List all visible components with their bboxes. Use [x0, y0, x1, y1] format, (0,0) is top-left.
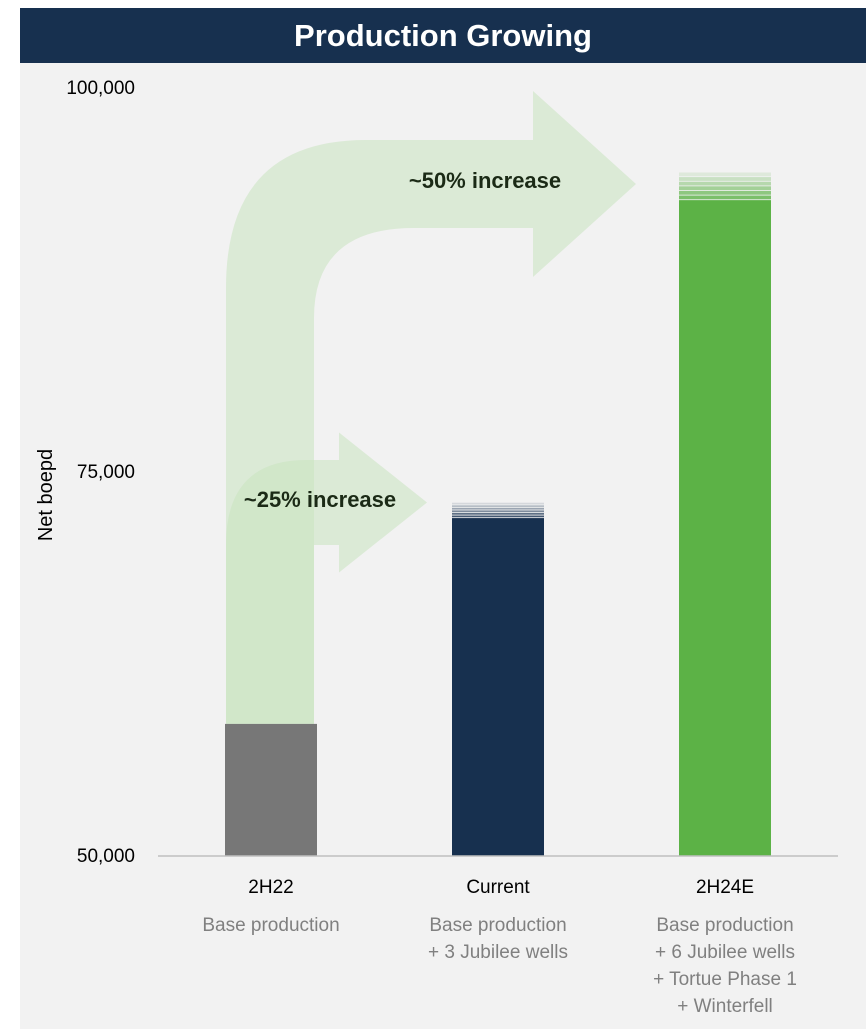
x-sublabel: Base production	[656, 915, 793, 936]
bar-fade-stripe	[452, 512, 544, 515]
bar-fade-stripe	[679, 195, 771, 200]
bar-fade-stripe	[452, 510, 544, 513]
x-sublabel: + 6 Jubilee wells	[655, 942, 795, 963]
bar-2h24e	[679, 200, 771, 857]
bar-fade-stripe	[679, 177, 771, 181]
x-sublabel: Base production	[429, 915, 566, 936]
chart-title: Production Growing	[294, 17, 592, 53]
bar-fade-stripe	[679, 186, 771, 191]
annotation-label: ~50% increase	[409, 168, 561, 193]
x-axis-labels: 2H22 Base production Current Base productio…	[202, 877, 797, 1017]
x-tick-label: 2H22	[248, 877, 293, 898]
x-sublabel: + 3 Jubilee wells	[428, 942, 568, 963]
bar-fade-stripe	[452, 507, 544, 510]
arrow-25pct	[226, 432, 427, 724]
x-sublabel: + Winterfell	[677, 996, 773, 1017]
annotations: ~25% increase ~50% increase	[244, 168, 561, 512]
y-axis-label: Net boepd	[35, 449, 57, 541]
bar-fade-stripe	[679, 181, 771, 186]
bar-fade-stripe	[679, 172, 771, 177]
x-tick-label: 2H24E	[696, 877, 754, 898]
x-sublabel: Base production	[202, 915, 339, 936]
bar-current	[452, 518, 544, 856]
y-tick-label: 75,000	[77, 462, 135, 483]
annotation-label: ~25% increase	[244, 487, 396, 512]
arrow-50pct	[226, 91, 636, 724]
bars	[225, 172, 771, 857]
bar-2h22	[225, 723, 317, 856]
y-tick-label: 100,000	[66, 78, 135, 99]
y-axis-ticks: 100,000 75,000 50,000	[66, 78, 135, 867]
bar-fade-stripe	[452, 502, 544, 505]
y-tick-label: 50,000	[77, 846, 135, 867]
bar-fade-stripe	[452, 505, 544, 508]
bar-fade-stripe	[452, 515, 544, 518]
x-tick-label: Current	[466, 877, 530, 898]
growth-arrows	[226, 91, 636, 724]
chart-title-bar: Production Growing	[20, 8, 866, 63]
x-sublabel: + Tortue Phase 1	[653, 969, 797, 990]
bar-fade-stripe	[679, 190, 771, 195]
